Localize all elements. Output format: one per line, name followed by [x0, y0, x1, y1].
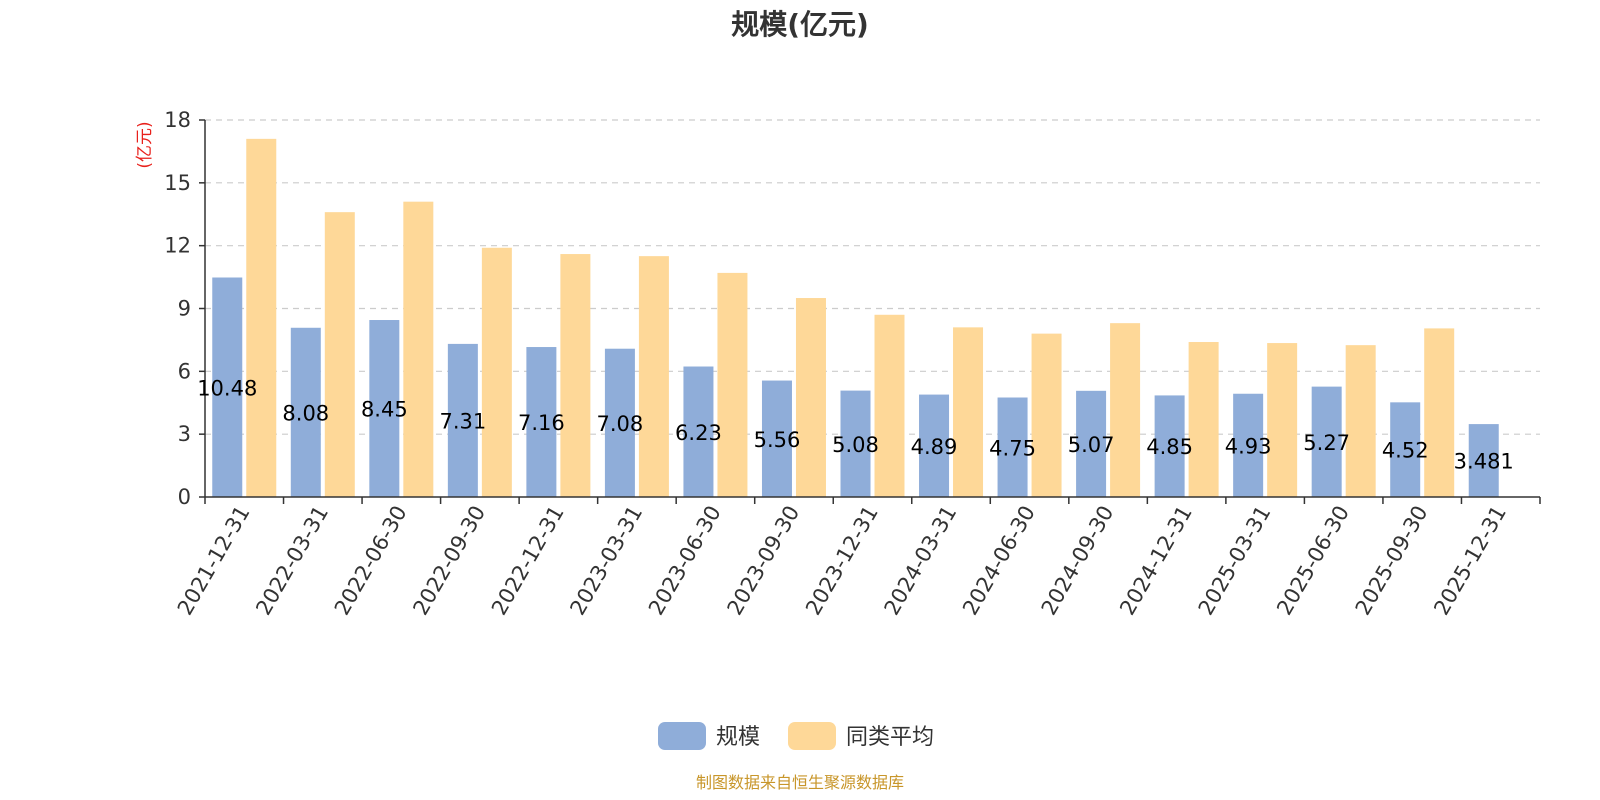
- bar-peer-average-2023-06-30: [717, 272, 748, 497]
- data-label: 4.85: [1146, 435, 1193, 459]
- chart-title: 规模(亿元): [731, 8, 869, 41]
- y-tick-label: 6: [178, 359, 191, 383]
- data-label: 4.89: [911, 435, 958, 459]
- bar-scale-2022-12-31: [526, 347, 557, 497]
- bars: [212, 138, 1499, 497]
- bar-scale-2025-12-31: [1468, 424, 1499, 497]
- y-tick-label: 15: [164, 171, 191, 195]
- y-tick-label: 18: [164, 108, 191, 132]
- bar-scale-2025-09-30: [1390, 402, 1421, 497]
- bar-peer-average-2021-12-31: [246, 138, 277, 497]
- bar-peer-average-2022-06-30: [403, 201, 434, 497]
- x-tick-label: 2024-03-31: [880, 502, 962, 620]
- bar-peer-average-2023-12-31: [874, 314, 905, 497]
- data-label: 7.16: [518, 411, 565, 435]
- legend-item-scale[interactable]: 规模: [658, 722, 760, 750]
- bar-scale-2023-03-31: [604, 348, 635, 497]
- x-tick-label: 2021-12-31: [173, 502, 255, 620]
- y-tick-label: 0: [178, 485, 191, 509]
- data-labels: 10.48 8.08 8.45 7.31 7.16 7.08 6.23 5.56 5.08 4.8…: [197, 376, 1514, 473]
- bar-peer-average-2024-12-31: [1188, 342, 1219, 497]
- x-tick-label: 2025-03-31: [1194, 502, 1276, 620]
- bar-scale-2023-09-30: [761, 380, 792, 497]
- data-label: 4.75: [989, 436, 1036, 460]
- x-tick-label: 2022-09-30: [408, 502, 490, 620]
- x-tick-label: 2022-12-31: [487, 502, 569, 620]
- bar-scale-2023-12-31: [840, 390, 871, 497]
- data-label: 6.23: [675, 421, 722, 445]
- x-tick-label: 2023-09-30: [722, 502, 804, 620]
- bar-peer-average-2022-03-31: [324, 212, 355, 497]
- data-label: 4.93: [1225, 434, 1272, 458]
- data-label: 8.45: [361, 398, 408, 422]
- x-tick-label: 2024-09-30: [1037, 502, 1119, 620]
- x-tick-label: 2023-12-31: [801, 502, 883, 620]
- bar-scale-2023-06-30: [683, 366, 714, 497]
- bar-scale-2024-12-31: [1154, 395, 1185, 497]
- x-tick-label: 2023-03-31: [565, 502, 647, 620]
- bar-peer-average-2025-06-30: [1345, 345, 1376, 497]
- data-label: 5.27: [1303, 431, 1350, 455]
- legend-swatch: [788, 722, 836, 750]
- bar-scale-2022-06-30: [369, 320, 400, 497]
- data-label: 5.56: [754, 428, 801, 452]
- legend[interactable]: 规模 同类平均: [658, 722, 934, 750]
- data-label: 10.48: [197, 376, 257, 400]
- data-source: 制图数据来自恒生聚源数据库: [696, 773, 904, 792]
- y-axis-unit: (亿元): [135, 121, 155, 168]
- x-tick-label: 2023-06-30: [644, 502, 726, 620]
- x-tick-label: 2022-03-31: [251, 502, 333, 620]
- bar-peer-average-2024-03-31: [953, 327, 984, 497]
- data-label: 3.481: [1454, 450, 1514, 474]
- bar-peer-average-2024-09-30: [1110, 323, 1141, 497]
- data-label: 7.08: [597, 412, 644, 436]
- x-tick-label: 2025-12-31: [1429, 502, 1511, 620]
- bar-peer-average-2023-03-31: [638, 256, 669, 497]
- data-label: 7.31: [439, 409, 486, 433]
- bar-peer-average-2022-09-30: [481, 247, 512, 497]
- bar-peer-average-2024-06-30: [1031, 333, 1062, 497]
- bar-peer-average-2025-03-31: [1267, 343, 1298, 497]
- bar-peer-average-2025-09-30: [1424, 328, 1455, 497]
- data-label: 4.52: [1382, 439, 1429, 463]
- y-tick-label: 3: [178, 422, 191, 446]
- x-tick-label: 2024-12-31: [1115, 502, 1197, 620]
- y-tick-label: 12: [164, 234, 191, 258]
- x-tick-label: 2025-09-30: [1351, 502, 1433, 620]
- legend-label: 同类平均: [846, 725, 934, 750]
- data-label: 5.08: [832, 433, 879, 457]
- bar-scale-2022-09-30: [447, 343, 478, 497]
- y-tick-label: 9: [178, 297, 191, 321]
- legend-item-peer-average[interactable]: 同类平均: [788, 722, 934, 750]
- bar-peer-average-2022-12-31: [560, 254, 591, 497]
- bar-scale-2022-03-31: [290, 327, 321, 497]
- x-tick-label: 2025-06-30: [1272, 502, 1354, 620]
- bar-scale-2024-09-30: [1076, 390, 1107, 497]
- bar-scale-2025-03-31: [1233, 393, 1264, 497]
- bar-scale-2024-03-31: [919, 394, 950, 497]
- x-tick-label: 2024-06-30: [958, 502, 1040, 620]
- data-label: 8.08: [282, 401, 329, 425]
- legend-label: 规模: [716, 725, 760, 750]
- data-label: 5.07: [1068, 433, 1115, 457]
- bar-scale-2021-12-31: [212, 277, 243, 497]
- bar-scale-2024-06-30: [997, 397, 1028, 497]
- legend-swatch: [658, 722, 706, 750]
- x-tick-label: 2022-06-30: [330, 502, 412, 620]
- bar-scale-2025-06-30: [1311, 386, 1342, 497]
- bar-peer-average-2023-09-30: [795, 298, 826, 497]
